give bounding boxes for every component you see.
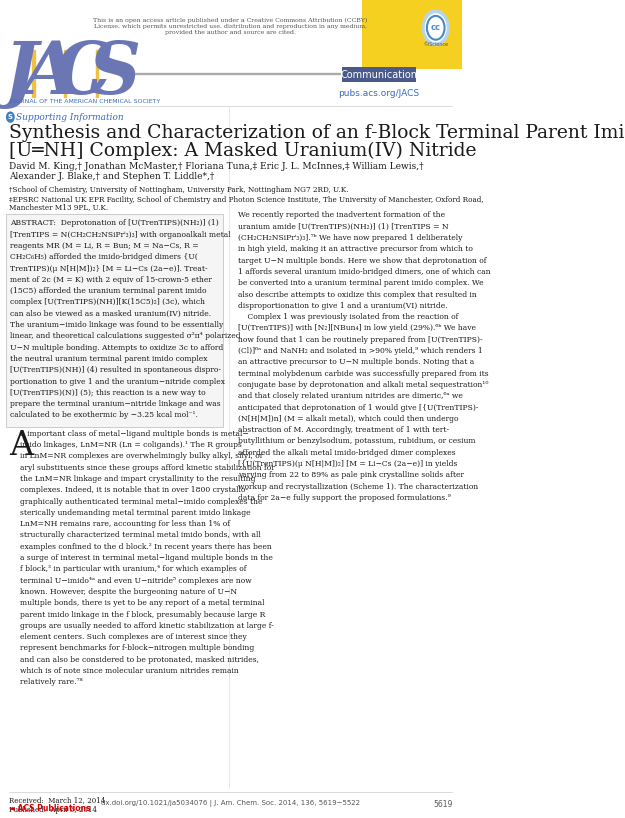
Bar — [96, 50, 98, 97]
Text: Supporting Information: Supporting Information — [16, 113, 124, 122]
Text: A: A — [22, 38, 78, 109]
Text: n important class of metal−ligand multiple bonds is metal−
imido linkages, LnM=N: n important class of metal−ligand multip… — [20, 429, 275, 686]
Text: Alexander J. Blake,† and Stephen T. Liddle*,†: Alexander J. Blake,† and Stephen T. Lidd… — [9, 172, 214, 181]
Text: cc: cc — [431, 23, 441, 32]
Text: David M. King,† Jonathan McMaster,† Floriana Tuna,‡ Eric J. L. McInnes,‡ William: David M. King,† Jonathan McMaster,† Flor… — [9, 162, 423, 171]
Text: J: J — [4, 38, 38, 109]
Text: pubs.acs.org/JACS: pubs.acs.org/JACS — [338, 89, 419, 98]
Text: This is an open access article published under a Creative Commons Attribution (C: This is an open access article published… — [93, 18, 367, 34]
Circle shape — [422, 10, 449, 46]
Text: C: C — [54, 38, 111, 109]
Circle shape — [7, 112, 14, 122]
FancyBboxPatch shape — [6, 214, 223, 427]
Text: S: S — [88, 38, 141, 109]
Text: JOURNAL OF THE AMERICAN CHEMICAL SOCIETY: JOURNAL OF THE AMERICAN CHEMICAL SOCIETY — [9, 99, 160, 104]
Text: Communication: Communication — [341, 70, 418, 80]
Text: ◄ ACS Publications: ◄ ACS Publications — [9, 804, 91, 813]
Text: ABSTRACT:  Deprotonation of [U(TrenTIPS)(NH₂)] (1)
[TrenTIPS = N(CH₂CH₂NSiPrⁱ₃)₃: ABSTRACT: Deprotonation of [U(TrenTIPS)(… — [11, 219, 241, 420]
Text: dx.doi.org/10.1021/ja5034076 | J. Am. Chem. Soc. 2014, 136, 5619−5522: dx.doi.org/10.1021/ja5034076 | J. Am. Ch… — [101, 800, 360, 807]
Text: Manchester M13 9PL, U.K.: Manchester M13 9PL, U.K. — [9, 204, 108, 212]
Text: [U═NH] Complex: A Masked Uranium(IV) Nitride: [U═NH] Complex: A Masked Uranium(IV) Nit… — [9, 142, 476, 160]
Text: We recently reported the inadvertent formation of the
uranium amide [U(TrenTIPS): We recently reported the inadvertent for… — [238, 211, 491, 502]
Text: ‡EPSRC National UK EPR Facility, School of Chemistry and Photon Science Institut: ‡EPSRC National UK EPR Facility, School … — [9, 196, 484, 204]
Bar — [32, 50, 35, 97]
Text: A: A — [9, 429, 33, 462]
Text: S: S — [8, 115, 13, 120]
Text: ©iScience: ©iScience — [423, 43, 448, 47]
FancyBboxPatch shape — [362, 0, 462, 70]
Text: Synthesis and Characterization of an f-Block Terminal Parent Imido: Synthesis and Characterization of an f-B… — [9, 124, 625, 142]
Circle shape — [426, 14, 446, 42]
Text: Received:  March 12, 2014
Published:  April 3, 2014: Received: March 12, 2014 Published: Apri… — [9, 796, 105, 815]
Bar — [64, 50, 66, 97]
Text: 5619: 5619 — [433, 800, 452, 809]
FancyBboxPatch shape — [342, 66, 416, 83]
Text: †School of Chemistry, University of Nottingham, University Park, Nottingham NG7 : †School of Chemistry, University of Nott… — [9, 186, 348, 194]
